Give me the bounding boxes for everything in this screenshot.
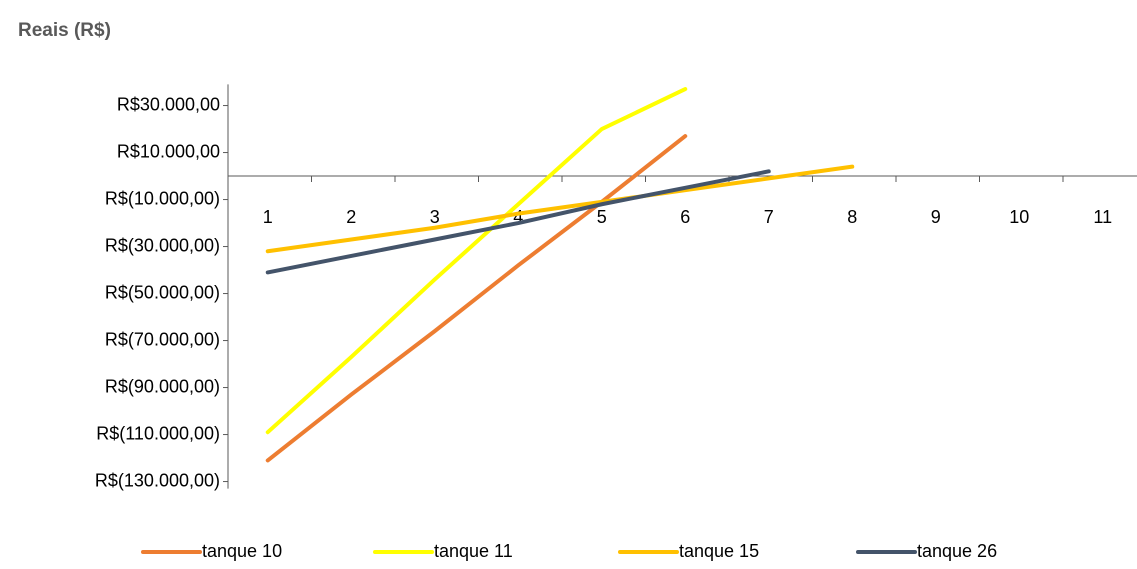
series-line bbox=[265, 134, 688, 463]
y-tick-label: R$(10.000,00) bbox=[105, 188, 220, 208]
x-tick-label: 4 bbox=[513, 207, 523, 227]
series-line bbox=[265, 87, 688, 435]
series-line bbox=[265, 164, 855, 254]
y-tick-label: R$(110.000,00) bbox=[96, 423, 220, 443]
x-tick-label: 5 bbox=[597, 207, 607, 227]
legend-label: tanque 11 bbox=[434, 541, 513, 561]
x-tick-label: 1 bbox=[263, 207, 273, 227]
legend-label: tanque 10 bbox=[202, 541, 282, 561]
legend-label: tanque 15 bbox=[679, 541, 759, 561]
x-tick-label: 9 bbox=[931, 207, 941, 227]
y-tick-label: R$(130.000,00) bbox=[95, 470, 220, 490]
y-tick-label: R$30.000,00 bbox=[117, 94, 220, 114]
x-tick-label: 2 bbox=[346, 207, 356, 227]
y-tick-label: R$(50.000,00) bbox=[105, 282, 220, 302]
chart-title: Reais (R$) bbox=[18, 20, 111, 41]
x-tick-label: 10 bbox=[1009, 207, 1029, 227]
x-tick-label: 7 bbox=[764, 207, 774, 227]
x-tick-label: 11 bbox=[1093, 207, 1112, 227]
y-tick-label: R$(30.000,00) bbox=[105, 235, 220, 255]
y-tick-label: R$(70.000,00) bbox=[105, 329, 220, 349]
x-tick-label: 8 bbox=[847, 207, 857, 227]
x-tick-label: 3 bbox=[430, 207, 440, 227]
y-tick-label: R$(90.000,00) bbox=[105, 376, 220, 396]
series-line bbox=[265, 169, 771, 275]
y-tick-label: R$10.000,00 bbox=[117, 141, 220, 161]
legend-label: tanque 26 bbox=[917, 541, 997, 561]
x-tick-label: 6 bbox=[680, 207, 690, 227]
